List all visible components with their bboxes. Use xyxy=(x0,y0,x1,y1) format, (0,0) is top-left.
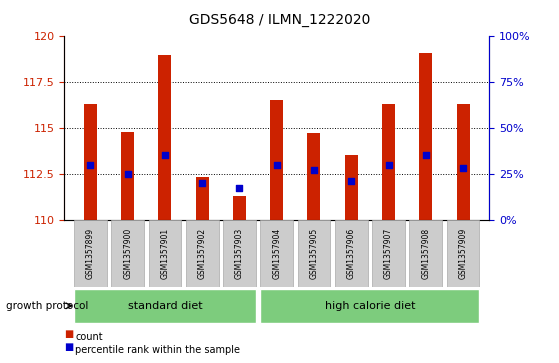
Point xyxy=(198,180,207,186)
Point xyxy=(421,152,430,158)
Text: GSM1357899: GSM1357899 xyxy=(86,228,95,279)
Bar xyxy=(372,220,405,287)
Bar xyxy=(111,220,144,287)
Text: GSM1357906: GSM1357906 xyxy=(347,228,356,279)
Text: GSM1357900: GSM1357900 xyxy=(123,228,132,279)
Text: GSM1357901: GSM1357901 xyxy=(160,228,169,279)
Bar xyxy=(382,104,395,220)
Bar xyxy=(121,132,134,220)
Bar xyxy=(149,220,181,287)
Point xyxy=(310,167,319,173)
Bar xyxy=(457,104,470,220)
Bar xyxy=(186,220,219,287)
Bar xyxy=(196,178,209,220)
Point xyxy=(160,152,169,158)
Text: GSM1357907: GSM1357907 xyxy=(384,228,393,279)
Point xyxy=(123,171,132,177)
Point xyxy=(86,162,95,168)
Text: high calorie diet: high calorie diet xyxy=(325,301,415,311)
Bar xyxy=(270,101,283,220)
Bar xyxy=(345,155,358,220)
Bar xyxy=(409,220,442,287)
Point xyxy=(235,185,244,191)
Text: GSM1357909: GSM1357909 xyxy=(458,228,467,279)
Bar xyxy=(260,289,480,323)
Bar xyxy=(74,220,107,287)
Text: standard diet: standard diet xyxy=(127,301,202,311)
Text: GSM1357902: GSM1357902 xyxy=(198,228,207,279)
Bar xyxy=(74,289,256,323)
Bar xyxy=(447,220,480,287)
Bar xyxy=(297,220,330,287)
Text: GDS5648 / ILMN_1222020: GDS5648 / ILMN_1222020 xyxy=(189,13,370,27)
Bar xyxy=(260,220,293,287)
Bar xyxy=(233,196,246,220)
Text: percentile rank within the sample: percentile rank within the sample xyxy=(75,345,240,355)
Text: count: count xyxy=(75,331,103,342)
Bar xyxy=(158,54,172,220)
Text: ■: ■ xyxy=(64,342,74,352)
Point xyxy=(384,162,393,168)
Text: GSM1357908: GSM1357908 xyxy=(421,228,430,279)
Text: GSM1357905: GSM1357905 xyxy=(310,228,319,279)
Bar xyxy=(84,104,97,220)
Bar xyxy=(335,220,368,287)
Point xyxy=(272,162,281,168)
Text: GSM1357904: GSM1357904 xyxy=(272,228,281,279)
Point xyxy=(347,178,356,184)
Text: growth protocol: growth protocol xyxy=(6,301,88,311)
Bar xyxy=(223,220,256,287)
Text: GSM1357903: GSM1357903 xyxy=(235,228,244,279)
Bar xyxy=(419,53,432,220)
Point xyxy=(458,166,467,171)
Text: ■: ■ xyxy=(64,329,74,339)
Bar xyxy=(307,134,320,220)
